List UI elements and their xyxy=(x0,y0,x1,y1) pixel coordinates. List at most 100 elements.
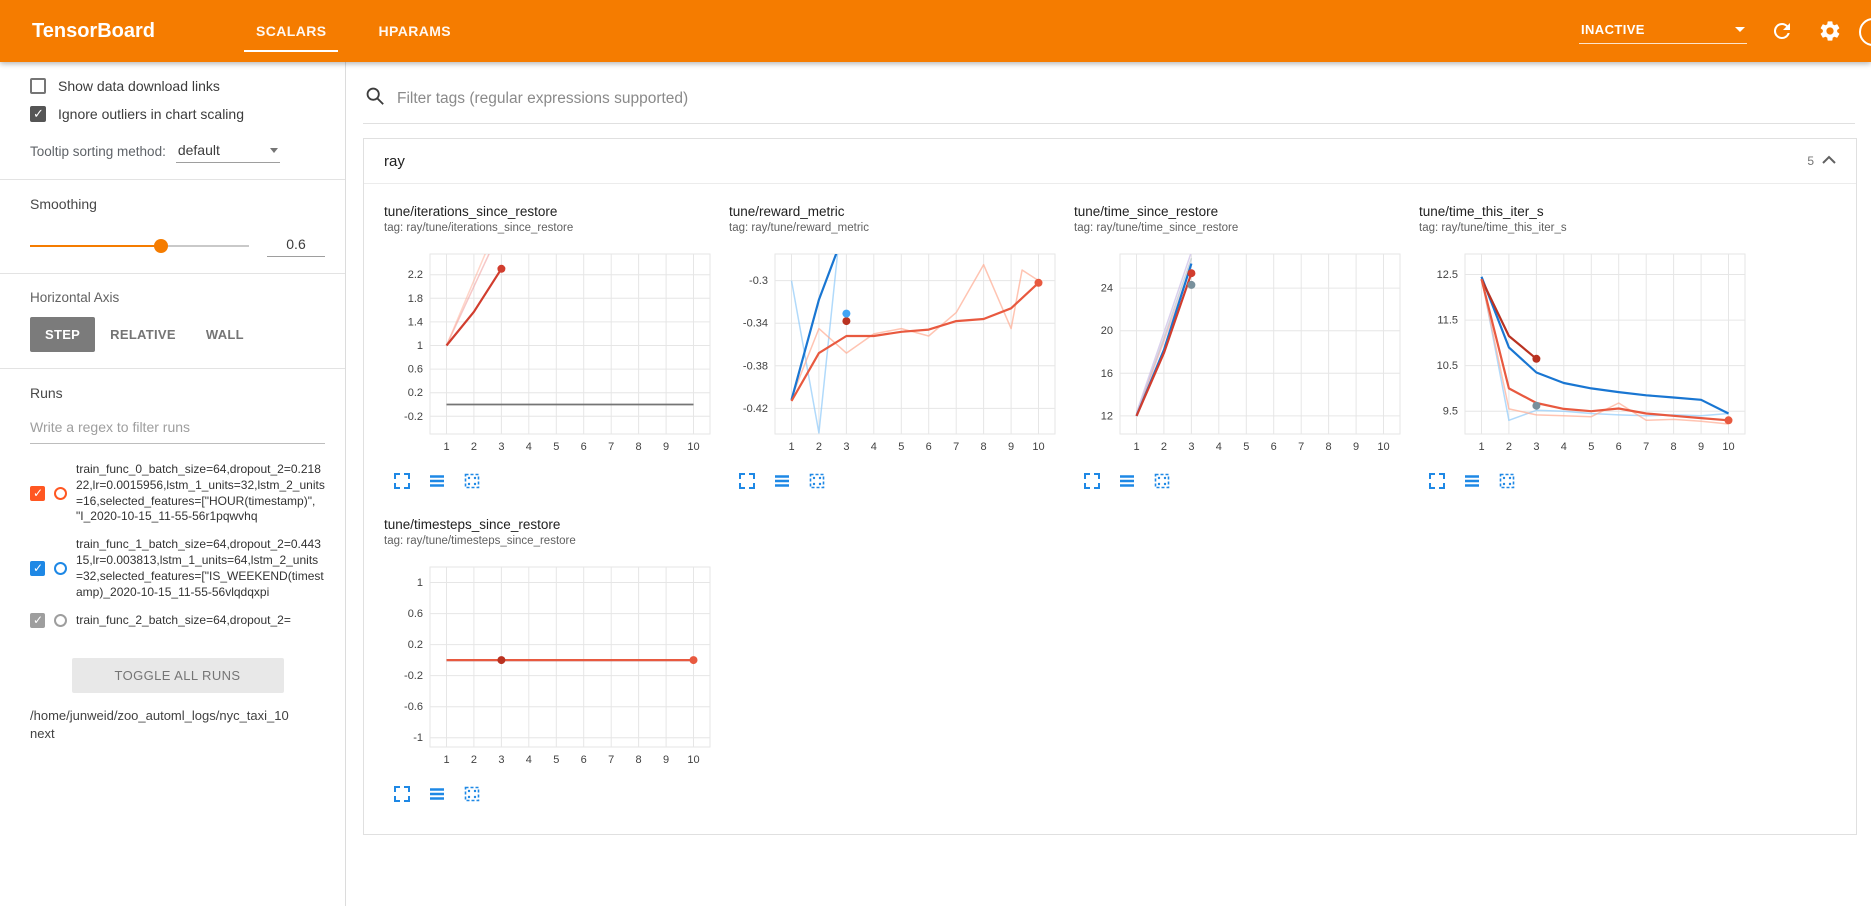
svg-text:9: 9 xyxy=(1698,441,1704,453)
run-radio-icon[interactable] xyxy=(54,487,67,501)
tooltip-sorting-dropdown[interactable]: default xyxy=(175,140,280,163)
run-item-train-func-1[interactable]: train_func_1_batch_size=64,dropout_2=0.4… xyxy=(30,537,325,600)
svg-text:6: 6 xyxy=(581,754,587,766)
expand-chart-icon[interactable] xyxy=(1427,471,1447,491)
svg-text:0.2: 0.2 xyxy=(408,639,423,651)
run-checkbox-icon[interactable] xyxy=(30,561,45,577)
settings-sidebar: Show data download links Ignore outliers… xyxy=(0,62,346,906)
svg-text:12.5: 12.5 xyxy=(1437,269,1458,281)
svg-text:8: 8 xyxy=(981,441,987,453)
refresh-icon[interactable] xyxy=(1769,18,1795,44)
chevron-down-icon xyxy=(1735,27,1745,32)
svg-text:2: 2 xyxy=(471,754,477,766)
svg-text:10: 10 xyxy=(687,754,699,766)
app-logo: TensorBoard xyxy=(32,19,155,42)
axis-step-button[interactable]: STEP xyxy=(30,317,96,352)
svg-text:5: 5 xyxy=(553,441,559,453)
svg-text:10: 10 xyxy=(1377,441,1389,453)
pin-chart-icon[interactable] xyxy=(1152,471,1172,491)
line-chart[interactable]: 9.5 10.5 11.5 12.5 1 2 3 4 5 6 7 8 9 10 xyxy=(1419,246,1756,465)
chart-tag: tag: ray/tune/reward_metric xyxy=(729,222,869,234)
svg-text:2: 2 xyxy=(816,441,822,453)
pin-chart-icon[interactable] xyxy=(1497,471,1517,491)
chevron-up-icon[interactable] xyxy=(1822,152,1836,170)
svg-text:8: 8 xyxy=(1326,441,1332,453)
checkbox-label: Ignore outliers in chart scaling xyxy=(58,106,244,122)
runs-selector-icon[interactable] xyxy=(427,784,447,804)
line-chart[interactable]: 12 16 20 24 1 2 3 4 5 6 7 8 9 10 xyxy=(1074,246,1411,465)
search-icon xyxy=(365,86,385,111)
pin-chart-icon[interactable] xyxy=(462,471,482,491)
line-chart[interactable]: -0.2 0.2 0.6 1 1.4 1.8 2.2 1 2 3 4 5 6 7 8 9 10 xyxy=(384,246,721,465)
svg-text:1: 1 xyxy=(417,577,423,589)
chart-card-time-this-iter: tune/time_this_iter_s tag: ray/tune/time… xyxy=(1419,204,1756,491)
svg-text:4: 4 xyxy=(526,754,532,766)
ray-tag-group-panel: ray 5 tune/iterations_since_restore tag:… xyxy=(363,138,1857,835)
expand-chart-icon[interactable] xyxy=(392,471,412,491)
line-chart[interactable]: -0.42 -0.38 -0.34 -0.3 1 2 3 4 5 6 7 8 9 10 xyxy=(729,246,1066,465)
runs-selector-icon[interactable] xyxy=(1462,471,1482,491)
axis-wall-button[interactable]: WALL xyxy=(191,317,259,352)
chart-title: tune/iterations_since_restore xyxy=(384,204,558,219)
run-name: train_func_0_batch_size=64,dropout_2=0.2… xyxy=(76,462,325,524)
line-chart[interactable]: -1 -0.6 -0.2 0.2 0.6 1 1 2 3 4 5 6 7 8 9 10 xyxy=(384,559,721,778)
toggle-all-runs-button[interactable]: TOGGLE ALL RUNS xyxy=(71,658,284,693)
show-download-links-checkbox[interactable]: Show data download links xyxy=(30,78,325,94)
expand-chart-icon[interactable] xyxy=(392,784,412,804)
smoothing-slider[interactable] xyxy=(30,238,249,253)
settings-gear-icon[interactable] xyxy=(1817,18,1843,44)
axis-relative-button[interactable]: RELATIVE xyxy=(95,317,191,352)
svg-text:10: 10 xyxy=(1032,441,1044,453)
smoothing-slider-thumb[interactable] xyxy=(154,238,169,253)
chart-title: tune/timesteps_since_restore xyxy=(384,517,561,532)
tab-hparams[interactable]: HPARAMS xyxy=(378,23,452,39)
chart-card-time-since-restore: tune/time_since_restore tag: ray/tune/ti… xyxy=(1074,204,1411,491)
svg-text:5: 5 xyxy=(553,754,559,766)
svg-text:7: 7 xyxy=(608,754,614,766)
svg-text:-0.2: -0.2 xyxy=(404,411,423,423)
runs-selector-icon[interactable] xyxy=(772,471,792,491)
svg-text:12: 12 xyxy=(1101,410,1113,422)
svg-text:0.2: 0.2 xyxy=(408,387,423,399)
tooltip-sorting-label: Tooltip sorting method: xyxy=(30,144,166,159)
svg-text:-0.2: -0.2 xyxy=(404,670,423,682)
ignore-outliers-checkbox[interactable]: Ignore outliers in chart scaling xyxy=(30,106,325,122)
chart-card-timesteps-since-restore: tune/timesteps_since_restore tag: ray/tu… xyxy=(384,517,721,804)
chart-card-reward-metric: tune/reward_metric tag: ray/tune/reward_… xyxy=(729,204,1066,491)
runs-section: Runs train_func_0_batch_size=64,dropout_… xyxy=(0,369,345,759)
svg-text:9.5: 9.5 xyxy=(1443,406,1458,418)
svg-text:0.6: 0.6 xyxy=(408,608,423,620)
svg-text:5: 5 xyxy=(1588,441,1594,453)
runs-selector-icon[interactable] xyxy=(1117,471,1137,491)
pin-chart-icon[interactable] xyxy=(807,471,827,491)
run-checkbox-icon[interactable] xyxy=(30,613,45,629)
svg-text:3: 3 xyxy=(843,441,849,453)
tag-filter-input[interactable] xyxy=(397,89,1851,108)
expand-chart-icon[interactable] xyxy=(1082,471,1102,491)
reload-status-dropdown[interactable]: INACTIVE xyxy=(1579,18,1747,44)
run-item-train-func-0[interactable]: train_func_0_batch_size=64,dropout_2=0.2… xyxy=(30,462,325,525)
runs-list[interactable]: train_func_0_batch_size=64,dropout_2=0.2… xyxy=(30,450,325,646)
svg-text:1: 1 xyxy=(788,441,794,453)
run-radio-icon[interactable] xyxy=(54,614,67,628)
chart-tag: tag: ray/tune/time_since_restore xyxy=(1074,222,1239,234)
run-checkbox-icon[interactable] xyxy=(30,486,45,502)
smoothing-value-input[interactable] xyxy=(267,234,325,257)
svg-text:5: 5 xyxy=(898,441,904,453)
svg-text:0.6: 0.6 xyxy=(408,364,423,376)
svg-text:6: 6 xyxy=(581,441,587,453)
run-radio-icon[interactable] xyxy=(54,562,67,576)
svg-text:24: 24 xyxy=(1101,283,1113,295)
tab-scalars[interactable]: SCALARS xyxy=(230,0,352,62)
run-item-train-func-2[interactable]: train_func_2_batch_size=64,dropout_2= xyxy=(30,613,325,629)
runs-regex-input[interactable] xyxy=(30,413,325,444)
horizontal-axis-section: Horizontal Axis STEP RELATIVE WALL xyxy=(0,274,345,369)
svg-text:9: 9 xyxy=(663,754,669,766)
pin-chart-icon[interactable] xyxy=(462,784,482,804)
svg-text:8: 8 xyxy=(636,754,642,766)
runs-selector-icon[interactable] xyxy=(427,471,447,491)
expand-chart-icon[interactable] xyxy=(737,471,757,491)
ray-group-header[interactable]: ray 5 xyxy=(364,139,1856,184)
svg-text:10: 10 xyxy=(1722,441,1734,453)
svg-text:4: 4 xyxy=(526,441,532,453)
